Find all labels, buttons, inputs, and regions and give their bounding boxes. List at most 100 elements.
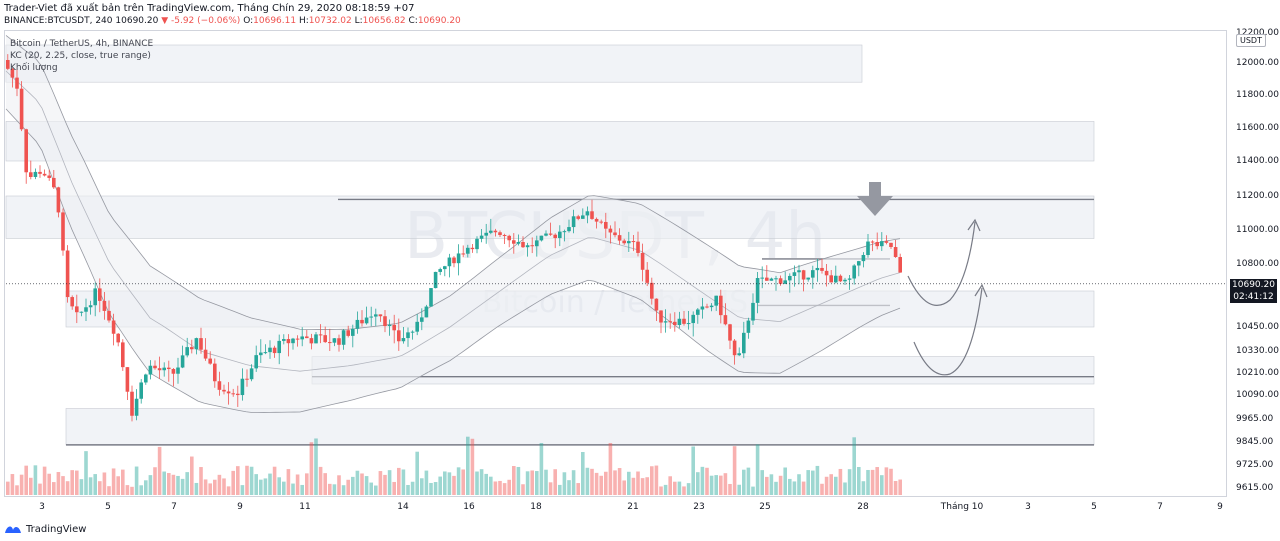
volume-bar [696, 472, 700, 495]
volume-bar [585, 467, 590, 495]
volume-bar [539, 442, 544, 495]
candle-body [640, 252, 645, 270]
volume-bar [61, 476, 65, 495]
candle-body [590, 211, 594, 219]
candle-body [116, 333, 120, 343]
volume-bar [604, 471, 608, 495]
volume-bar [461, 469, 465, 495]
volume-bar [581, 451, 585, 495]
keltner-fill [6, 35, 900, 413]
volume-bar [466, 436, 470, 495]
volume-bar [502, 483, 507, 495]
candle-body [410, 331, 415, 333]
volume-bar [98, 481, 102, 495]
high-label: H: [298, 16, 309, 26]
volume-bar [185, 472, 189, 495]
volume-bar [180, 478, 185, 495]
candle-body [558, 231, 562, 239]
candle-body [571, 216, 576, 228]
candle-body [420, 317, 424, 322]
price-tick: 11000.00 [1236, 225, 1279, 235]
volume-bar [245, 465, 249, 495]
candle-body [93, 288, 97, 306]
volume-bar [857, 466, 861, 495]
volume-bar [880, 475, 884, 495]
candle-body [277, 340, 281, 354]
time-tick: 18 [530, 502, 542, 512]
volume-bar [475, 471, 479, 495]
volume-bar [535, 471, 539, 495]
projection-arrowhead-icon [974, 283, 988, 298]
keltner-basis [5, 70, 901, 372]
volume-bar [709, 475, 714, 495]
volume-bar [323, 473, 327, 495]
volume-bar [213, 479, 217, 495]
time-axis[interactable]: 3 5 7 9 11 14 16 18 21 23 25 28 Tháng 10 3 5 7 9 [4, 497, 1227, 519]
candle-body [98, 288, 102, 301]
candle-body [631, 241, 636, 243]
symbol-label: BINANCE:BTCUSDT, 240 [4, 16, 113, 26]
candle-body [378, 314, 383, 317]
volume-bar [231, 470, 235, 495]
chart-pane[interactable] [4, 30, 1227, 497]
candle-body [314, 334, 318, 344]
volume-bar [314, 438, 318, 495]
candle-body [341, 330, 346, 345]
footer-branding[interactable]: TradingView [4, 520, 86, 538]
candle-body [111, 320, 116, 334]
volume-bar [130, 486, 134, 495]
currency-badge[interactable]: USDT [1236, 34, 1266, 47]
volume-bar [677, 481, 682, 495]
volume-bar [42, 466, 47, 495]
volume-bar [691, 446, 695, 495]
volume-bar [719, 475, 723, 495]
candle-body [438, 269, 442, 272]
arrow-shaft [869, 182, 881, 196]
volume-bar [829, 474, 833, 495]
legend-volume: Khối lượng [10, 63, 58, 73]
candle-body [47, 175, 51, 178]
volume-bar [268, 473, 272, 495]
volume-bar [682, 486, 686, 495]
volume-bar [613, 470, 617, 495]
candle-body [811, 270, 815, 278]
volume-bar [125, 485, 130, 495]
volume-bar [153, 467, 157, 495]
volume-bar [75, 470, 79, 495]
volume-bar [783, 467, 787, 495]
volume-bar [217, 474, 222, 495]
volume-bar [852, 437, 856, 495]
candle-body [765, 277, 769, 281]
price-tick: 9845.00 [1236, 437, 1274, 447]
candle-body [185, 347, 189, 356]
candle-body [663, 321, 668, 323]
candle-body [788, 275, 792, 281]
candle-body [194, 338, 199, 350]
candle-body [705, 306, 709, 308]
price-tick: 10210.00 [1236, 368, 1279, 378]
volume-bar [249, 466, 254, 495]
candle-body [157, 368, 162, 371]
volume-bar [447, 472, 452, 495]
volume-bar [801, 481, 806, 495]
candle-body [268, 347, 272, 353]
volume-bar [792, 481, 797, 495]
volume-bar [203, 479, 208, 495]
volume-bar [254, 474, 258, 495]
candle-body [728, 324, 732, 341]
candle-body [502, 234, 507, 236]
volume-bar [286, 469, 291, 495]
time-tick: Tháng 10 [940, 502, 984, 512]
legend-indicator: KC (20, 2.25, close, true range) [10, 51, 151, 61]
time-tick: 11 [299, 502, 311, 512]
price-axis[interactable]: 12200.00 12000.00 11800.00 11600.00 11400.00… [1227, 28, 1280, 497]
volume-bar [470, 438, 475, 495]
keltner-upper [5, 35, 901, 330]
candle-body [627, 241, 631, 244]
candle-body [553, 234, 557, 239]
volume-bar [484, 473, 488, 495]
price-tick: 9965.00 [1236, 414, 1274, 424]
candle-body [682, 318, 686, 324]
last-price-label: 10690.20 [1230, 279, 1277, 291]
